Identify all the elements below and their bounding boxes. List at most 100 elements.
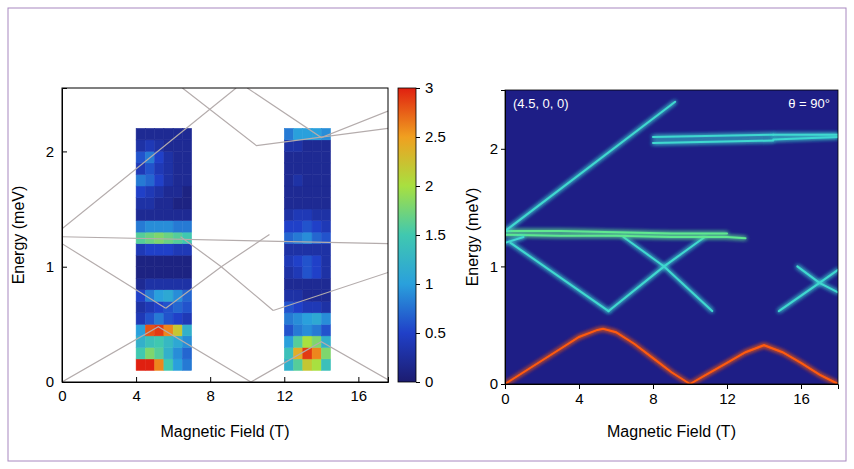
heat-cell bbox=[284, 163, 293, 175]
tick-mark bbox=[416, 186, 420, 187]
tick: 12 bbox=[276, 377, 293, 404]
heat-cell bbox=[136, 290, 145, 302]
heat-cell bbox=[136, 336, 145, 348]
heat-cell bbox=[182, 209, 191, 221]
heat-cell bbox=[136, 267, 145, 279]
heat-cell bbox=[303, 151, 312, 163]
heat-cell bbox=[136, 359, 145, 371]
heat-cell bbox=[182, 359, 191, 371]
heat-cell bbox=[284, 174, 293, 186]
heat-cell bbox=[312, 313, 321, 325]
y-axis: 012 bbox=[490, 91, 506, 393]
heat-cell bbox=[284, 336, 293, 348]
heat-cell bbox=[145, 209, 154, 221]
heat-cell bbox=[173, 244, 182, 256]
heat-cell bbox=[294, 140, 303, 152]
heat-cell bbox=[321, 209, 330, 221]
heat-cell bbox=[284, 151, 293, 163]
heat-strip bbox=[284, 128, 330, 370]
heat-cell bbox=[321, 140, 330, 152]
heat-cell bbox=[136, 151, 145, 163]
heat-cell bbox=[173, 221, 182, 233]
tick-label: 0 bbox=[58, 387, 66, 404]
heat-cell bbox=[164, 221, 173, 233]
heat-cell bbox=[303, 186, 312, 198]
tick-mark bbox=[501, 384, 505, 385]
heat-cell bbox=[303, 336, 312, 348]
heat-cell bbox=[312, 174, 321, 186]
tick-mark bbox=[358, 377, 359, 382]
heat-cell bbox=[145, 186, 154, 198]
heat-cell bbox=[173, 324, 182, 336]
heat-cell bbox=[284, 221, 293, 233]
heat-cell bbox=[155, 232, 164, 244]
heat-cell bbox=[294, 313, 303, 325]
y-axis: 012 bbox=[46, 89, 67, 391]
heat-cell bbox=[182, 163, 191, 175]
plot-frame bbox=[505, 90, 838, 384]
tick-mark bbox=[501, 149, 505, 150]
colorbar bbox=[398, 88, 416, 382]
heat-cell bbox=[182, 198, 191, 210]
heat-cell bbox=[164, 209, 173, 221]
tick: 0 bbox=[46, 373, 67, 390]
heat-cell bbox=[312, 151, 321, 163]
heat-cell bbox=[173, 301, 182, 313]
heat-cell bbox=[164, 313, 173, 325]
heat-cell bbox=[303, 301, 312, 313]
spectral-line bbox=[653, 141, 773, 143]
tick-label: 1 bbox=[46, 258, 54, 275]
heat-cell bbox=[284, 267, 293, 279]
heat-cell bbox=[155, 174, 164, 186]
heat-cell bbox=[155, 186, 164, 198]
heat-cell bbox=[164, 278, 173, 290]
heat-cell bbox=[173, 140, 182, 152]
heat-cell bbox=[136, 324, 145, 336]
figure: 0481216012Magnetic Field (T)Energy (meV)… bbox=[0, 0, 854, 469]
plot-background bbox=[505, 90, 838, 384]
heat-cell bbox=[136, 140, 145, 152]
tick-label: 12 bbox=[719, 390, 736, 407]
heat-cell bbox=[294, 255, 303, 267]
heat-cell bbox=[145, 244, 154, 256]
heat-cell bbox=[294, 198, 303, 210]
spectral-line bbox=[773, 134, 838, 136]
heat-cell bbox=[136, 313, 145, 325]
heat-cell bbox=[136, 244, 145, 256]
tick-mark bbox=[579, 384, 580, 389]
heat-cell bbox=[164, 151, 173, 163]
tick-mark bbox=[62, 151, 67, 152]
heat-cell bbox=[284, 313, 293, 325]
tick-label: 16 bbox=[351, 387, 368, 404]
heat-cell bbox=[182, 221, 191, 233]
heat-cell bbox=[303, 221, 312, 233]
tick-label: 1 bbox=[490, 258, 498, 275]
heat-cell bbox=[155, 209, 164, 221]
x-axis-title: Magnetic Field (T) bbox=[607, 423, 736, 440]
tick: 8 bbox=[649, 384, 657, 407]
plot-area bbox=[505, 102, 838, 384]
heat-cell bbox=[321, 255, 330, 267]
heat-cell bbox=[164, 267, 173, 279]
heat-cell bbox=[294, 244, 303, 256]
heat-cell bbox=[164, 255, 173, 267]
theory-line bbox=[251, 342, 388, 382]
heat-cell bbox=[145, 301, 154, 313]
heat-cell bbox=[155, 278, 164, 290]
tick: 0.5 bbox=[416, 324, 446, 341]
heat-cell bbox=[173, 186, 182, 198]
spectral-line bbox=[609, 237, 705, 311]
heat-cell bbox=[321, 174, 330, 186]
tick-mark bbox=[501, 266, 505, 267]
spectral-line bbox=[779, 270, 838, 311]
figure-border bbox=[8, 8, 846, 461]
heat-cell bbox=[312, 198, 321, 210]
heat-cell bbox=[321, 359, 330, 371]
heat-cell bbox=[303, 244, 312, 256]
tick-label: 0 bbox=[501, 390, 509, 407]
heat-cell bbox=[182, 290, 191, 302]
tick: 1 bbox=[416, 275, 433, 292]
spectral-line bbox=[505, 102, 675, 231]
heat-cell bbox=[173, 209, 182, 221]
heat-cell bbox=[164, 359, 173, 371]
